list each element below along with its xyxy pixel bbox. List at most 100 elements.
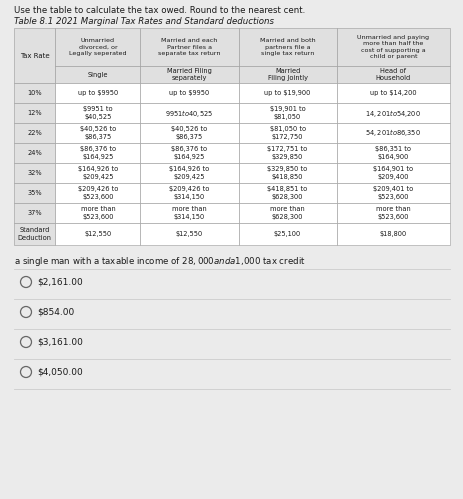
Text: $9951 to
$40,525: $9951 to $40,525 (83, 106, 113, 120)
Text: $18,800: $18,800 (379, 231, 406, 237)
Bar (336, 163, 449, 183)
Text: $209,426 to
$314,150: $209,426 to $314,150 (169, 186, 209, 200)
Bar (14, 103, 55, 123)
Text: Married and each
Partner files a
separate tax return: Married and each Partner files a separat… (158, 38, 220, 56)
Text: $3,161.00: $3,161.00 (37, 337, 83, 346)
Bar (140, 163, 238, 183)
Bar (336, 223, 449, 245)
Bar (238, 28, 336, 66)
Text: 12%: 12% (27, 110, 42, 116)
Bar (55, 83, 140, 103)
Bar (14, 223, 55, 245)
Text: a single man with a taxable income of $28,000 and a $1,000 tax credit: a single man with a taxable income of $2… (14, 255, 305, 268)
Text: 24%: 24% (27, 150, 42, 156)
Bar (14, 83, 55, 103)
Bar (14, 183, 55, 203)
Bar (336, 66, 449, 83)
Bar (140, 223, 238, 245)
Text: $86,376 to
$164,925: $86,376 to $164,925 (171, 146, 207, 160)
Text: more than
$523,600: more than $523,600 (81, 206, 115, 220)
Text: Head of
Household: Head of Household (375, 68, 410, 81)
Text: $164,901 to
$209,400: $164,901 to $209,400 (372, 166, 413, 180)
Text: Table 8.1 2021 Marginal Tax Rates and Standard deductions: Table 8.1 2021 Marginal Tax Rates and St… (14, 17, 274, 26)
Text: 10%: 10% (27, 90, 42, 96)
Bar (238, 223, 336, 245)
Bar (55, 103, 140, 123)
Text: Unmarried and paying
more than half the
cost of supporting a
child or parent: Unmarried and paying more than half the … (357, 35, 428, 59)
Bar (55, 203, 140, 223)
Text: Married
Filing Jointly: Married Filing Jointly (267, 68, 307, 81)
Text: Married Filing
separately: Married Filing separately (167, 68, 212, 81)
Text: $9951 to $40,525: $9951 to $40,525 (165, 107, 213, 118)
Bar (238, 183, 336, 203)
Text: up to $9950: up to $9950 (78, 90, 118, 96)
Bar (336, 183, 449, 203)
Text: more than
$628,300: more than $628,300 (269, 206, 304, 220)
Text: up to $19,900: up to $19,900 (264, 90, 310, 96)
Text: 35%: 35% (27, 190, 42, 196)
Text: $25,100: $25,100 (273, 231, 300, 237)
Text: Standard
Deduction: Standard Deduction (18, 227, 51, 241)
Text: Tax Rate: Tax Rate (20, 52, 50, 58)
Text: $12,550: $12,550 (84, 231, 111, 237)
Text: $81,050 to
$172,750: $81,050 to $172,750 (269, 126, 305, 140)
Text: 37%: 37% (27, 210, 42, 216)
Text: $209,401 to
$523,600: $209,401 to $523,600 (372, 186, 413, 200)
Text: more than
$314,150: more than $314,150 (172, 206, 206, 220)
Text: Unmarried
divorced, or
Legally seperated: Unmarried divorced, or Legally seperated (69, 38, 126, 56)
Text: $54,201 to $86,350: $54,201 to $86,350 (365, 128, 420, 139)
Bar (140, 203, 238, 223)
Text: $4,050.00: $4,050.00 (37, 367, 82, 377)
Text: $2,161.00: $2,161.00 (37, 277, 82, 286)
Bar (55, 163, 140, 183)
Bar (14, 123, 55, 143)
Bar (140, 123, 238, 143)
Bar (336, 28, 449, 66)
Bar (238, 103, 336, 123)
Bar (238, 83, 336, 103)
Text: more than
$523,600: more than $523,600 (375, 206, 410, 220)
Text: $12,550: $12,550 (175, 231, 203, 237)
Bar (55, 183, 140, 203)
Text: $86,351 to
$164,900: $86,351 to $164,900 (375, 146, 410, 160)
Text: Use the table to calculate the tax owed. Round to the nearest cent.: Use the table to calculate the tax owed.… (14, 6, 305, 15)
Text: $329,850 to
$418,850: $329,850 to $418,850 (267, 166, 307, 180)
Text: $209,426 to
$523,600: $209,426 to $523,600 (78, 186, 118, 200)
Bar (140, 103, 238, 123)
Bar (55, 143, 140, 163)
Bar (336, 103, 449, 123)
Bar (140, 83, 238, 103)
Text: $172,751 to
$329,850: $172,751 to $329,850 (267, 146, 307, 160)
Bar (55, 28, 140, 66)
Text: $164,926 to
$209,425: $164,926 to $209,425 (169, 166, 209, 180)
Bar (55, 66, 140, 83)
Bar (238, 66, 336, 83)
Text: $86,376 to
$164,925: $86,376 to $164,925 (80, 146, 116, 160)
Text: $40,526 to
$86,375: $40,526 to $86,375 (80, 126, 116, 140)
Text: $40,526 to
$86,375: $40,526 to $86,375 (171, 126, 207, 140)
Text: Single: Single (88, 71, 108, 77)
Bar (55, 223, 140, 245)
Text: $14,201 to $54,200: $14,201 to $54,200 (365, 107, 420, 118)
Bar (238, 123, 336, 143)
Bar (336, 203, 449, 223)
Bar (55, 123, 140, 143)
Text: $19,901 to
$81,050: $19,901 to $81,050 (269, 106, 305, 120)
Text: 32%: 32% (27, 170, 42, 176)
Text: $164,926 to
$209,425: $164,926 to $209,425 (78, 166, 118, 180)
Bar (14, 203, 55, 223)
Text: $854.00: $854.00 (37, 307, 74, 316)
Text: 22%: 22% (27, 130, 42, 136)
Bar (238, 203, 336, 223)
Bar (336, 143, 449, 163)
Bar (140, 28, 238, 66)
Text: up to $14,200: up to $14,200 (369, 90, 416, 96)
Bar (14, 28, 55, 83)
Bar (238, 163, 336, 183)
Text: up to $9950: up to $9950 (169, 90, 209, 96)
Bar (140, 66, 238, 83)
Bar (140, 143, 238, 163)
Bar (14, 143, 55, 163)
Bar (336, 123, 449, 143)
Bar (336, 83, 449, 103)
